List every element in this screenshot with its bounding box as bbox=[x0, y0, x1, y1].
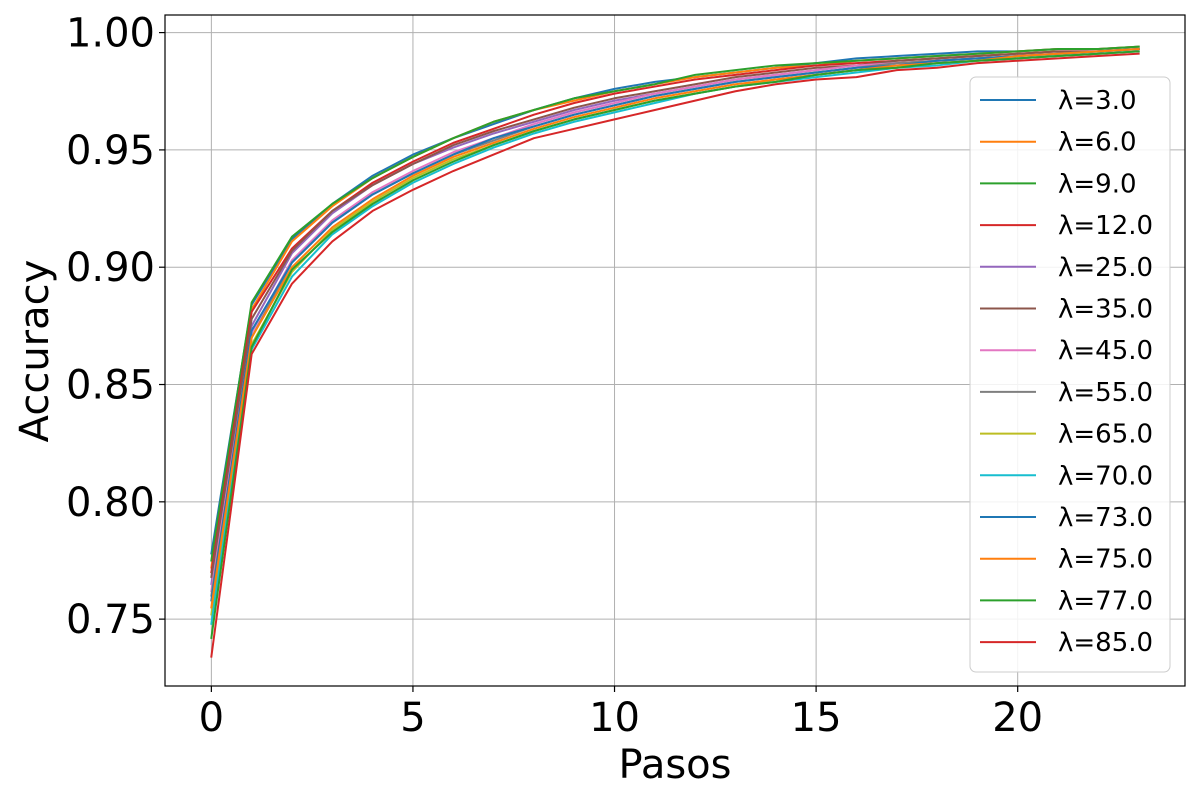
y-axis-ticks: 0.75 0.80 0.85 0.90 0.95 1.00 bbox=[66, 11, 165, 643]
legend: λ=3.0 λ=6.0 λ=9.0 λ=12.0 λ=25.0 λ=35.0 λ=45.0 λ… bbox=[969, 76, 1171, 673]
legend-box bbox=[969, 76, 1171, 673]
legend-label: λ=65.0 bbox=[1058, 420, 1153, 450]
x-axis-ticks: 0 5 10 15 20 bbox=[199, 686, 1043, 741]
y-tick-label: 0.80 bbox=[66, 480, 155, 526]
legend-label: λ=70.0 bbox=[1058, 461, 1153, 491]
y-axis-title: Accuracy bbox=[12, 260, 58, 443]
x-tick-label: 0 bbox=[199, 695, 224, 741]
legend-label: λ=12.0 bbox=[1058, 211, 1153, 241]
y-tick-label: 0.75 bbox=[66, 597, 155, 643]
series-line bbox=[210, 45, 1140, 562]
y-tick-label: 0.90 bbox=[66, 245, 155, 291]
legend-label: λ=25.0 bbox=[1058, 253, 1153, 283]
legend-label: λ=73.0 bbox=[1058, 503, 1153, 533]
legend-label: λ=3.0 bbox=[1058, 86, 1137, 116]
y-tick-label: 0.85 bbox=[66, 363, 155, 409]
legend-label: λ=6.0 bbox=[1058, 128, 1137, 158]
x-tick-label: 20 bbox=[992, 695, 1043, 741]
series-line bbox=[210, 47, 1140, 602]
x-tick-label: 5 bbox=[400, 695, 425, 741]
legend-label: λ=45.0 bbox=[1058, 336, 1153, 366]
x-tick-label: 15 bbox=[791, 695, 842, 741]
legend-label: λ=55.0 bbox=[1058, 378, 1153, 408]
legend-label: λ=35.0 bbox=[1058, 295, 1153, 325]
legend-label: λ=85.0 bbox=[1058, 628, 1153, 658]
legend-label: λ=75.0 bbox=[1058, 545, 1153, 575]
x-axis-title: Pasos bbox=[619, 742, 732, 788]
y-tick-label: 0.95 bbox=[66, 128, 155, 174]
series-line bbox=[210, 52, 1140, 658]
series-lines bbox=[210, 45, 1140, 658]
x-tick-label: 10 bbox=[589, 695, 640, 741]
series-line bbox=[210, 47, 1140, 579]
legend-label: λ=9.0 bbox=[1058, 169, 1137, 199]
plot-frame bbox=[164, 14, 1186, 687]
legend-label: λ=77.0 bbox=[1058, 586, 1153, 616]
y-tick-label: 1.00 bbox=[66, 11, 155, 57]
series-line bbox=[210, 50, 1140, 640]
